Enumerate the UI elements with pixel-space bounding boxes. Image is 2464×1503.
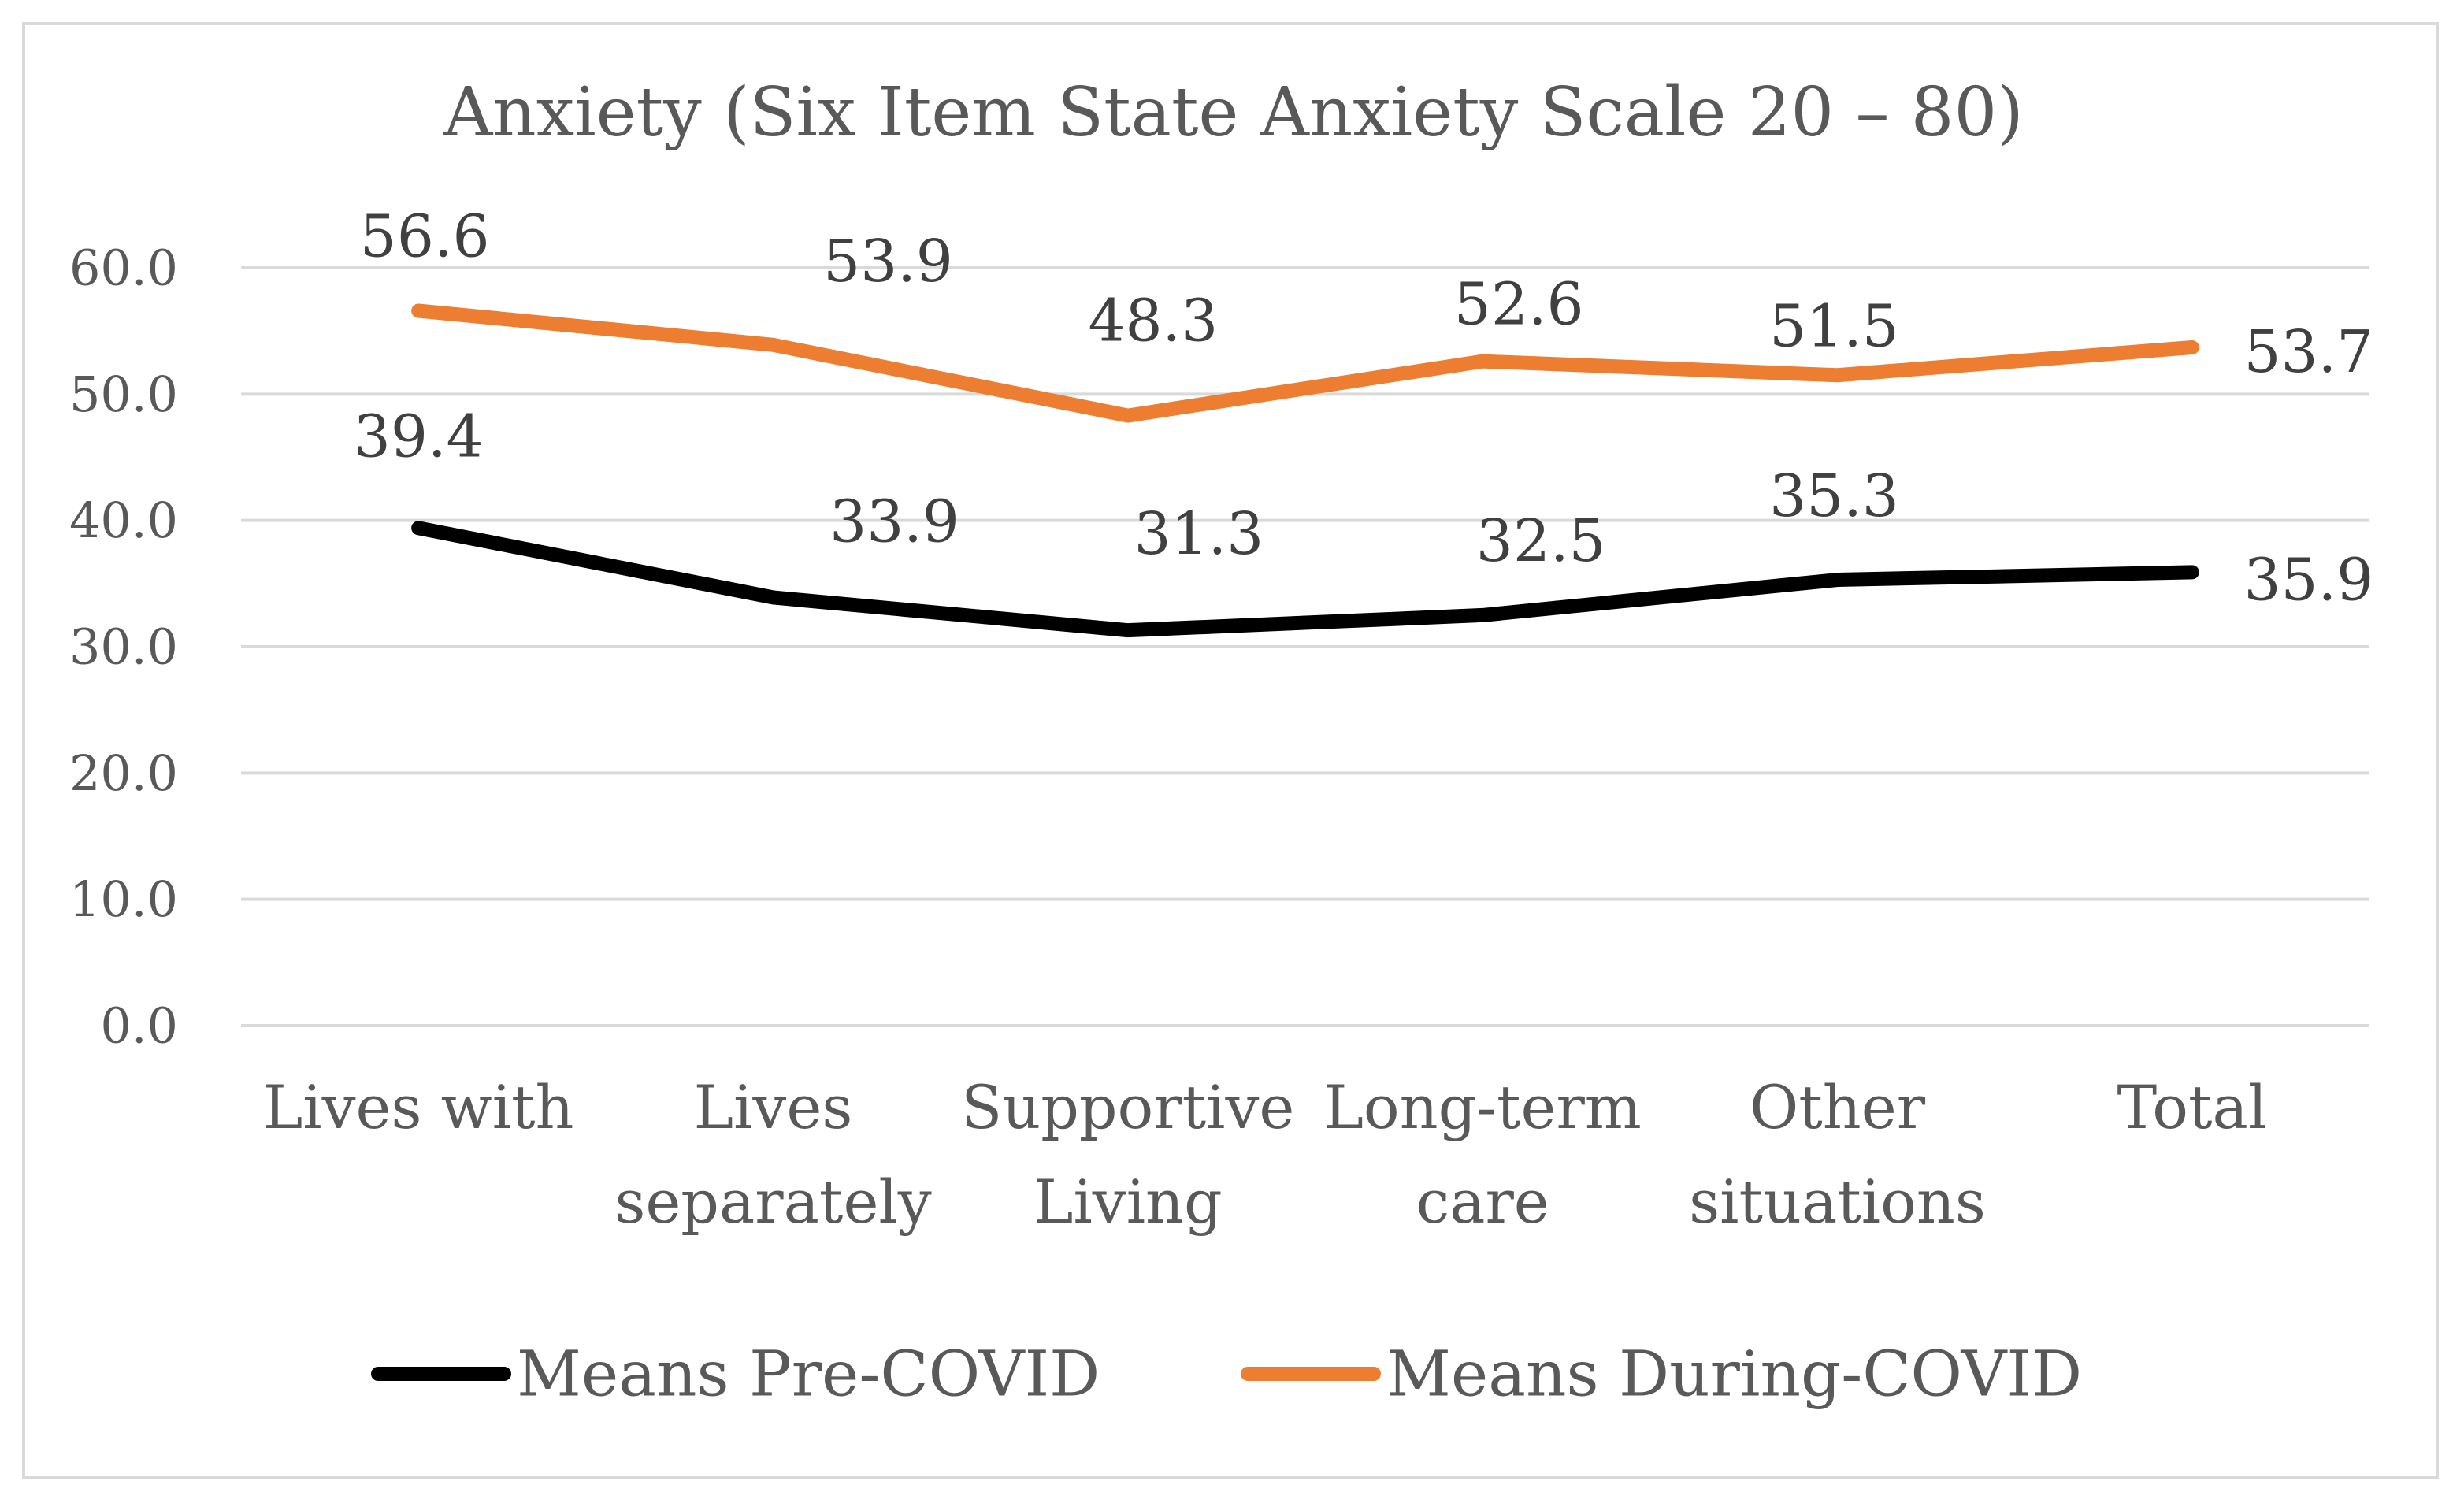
x-tick-label: Total <box>2117 1072 2267 1142</box>
data-label: 51.5 <box>1769 292 1899 360</box>
data-point <box>772 596 774 599</box>
chart-border <box>22 22 2439 1479</box>
data-point <box>1126 414 1129 417</box>
data-point <box>1482 614 1484 616</box>
legend-label: Means Pre-COVID <box>517 1338 1100 1411</box>
data-label: 52.6 <box>1454 271 1584 339</box>
x-tick-label: Lives separately <box>614 1072 931 1237</box>
legend-label: Means During-COVID <box>1386 1338 2082 1411</box>
chart-title: Anxiety (Six Item State Anxiety Scale 20… <box>443 73 2024 152</box>
data-label: 39.4 <box>354 403 484 470</box>
x-tick-label: Lives with <box>263 1072 574 1142</box>
series-line <box>411 303 2199 423</box>
data-point <box>2191 347 2193 349</box>
y-tick-label: 20.0 <box>69 744 178 802</box>
data-point <box>2191 571 2193 573</box>
data-label: 35.9 <box>2243 546 2373 614</box>
data-point <box>1836 579 1839 581</box>
data-point <box>772 343 774 346</box>
y-tick-label: 30.0 <box>69 618 178 676</box>
data-label: 53.9 <box>823 228 953 295</box>
y-tick-label: 60.0 <box>69 239 178 297</box>
x-tick-label: Supportive Living <box>961 1072 1294 1237</box>
data-point <box>1482 360 1484 362</box>
x-tick-label: Other situations <box>1689 1072 1986 1237</box>
y-tick-label: 0.0 <box>100 997 178 1055</box>
data-label: 53.7 <box>2243 318 2373 386</box>
data-point <box>417 527 420 529</box>
data-label: 35.3 <box>1769 462 1899 530</box>
y-tick-label: 50.0 <box>69 366 178 423</box>
data-label: 33.9 <box>829 488 959 555</box>
data-label: 56.6 <box>360 203 490 271</box>
y-tick-label: 10.0 <box>69 870 178 928</box>
x-tick-label: Long-term care <box>1323 1072 1641 1237</box>
data-point <box>417 310 420 312</box>
data-label: 48.3 <box>1088 288 1218 355</box>
series-line <box>411 521 2199 638</box>
data-label: 32.5 <box>1476 507 1606 575</box>
data-point <box>1836 374 1839 377</box>
data-point <box>1126 629 1129 632</box>
data-label: 31.3 <box>1134 500 1264 568</box>
y-tick-label: 40.0 <box>69 492 178 549</box>
